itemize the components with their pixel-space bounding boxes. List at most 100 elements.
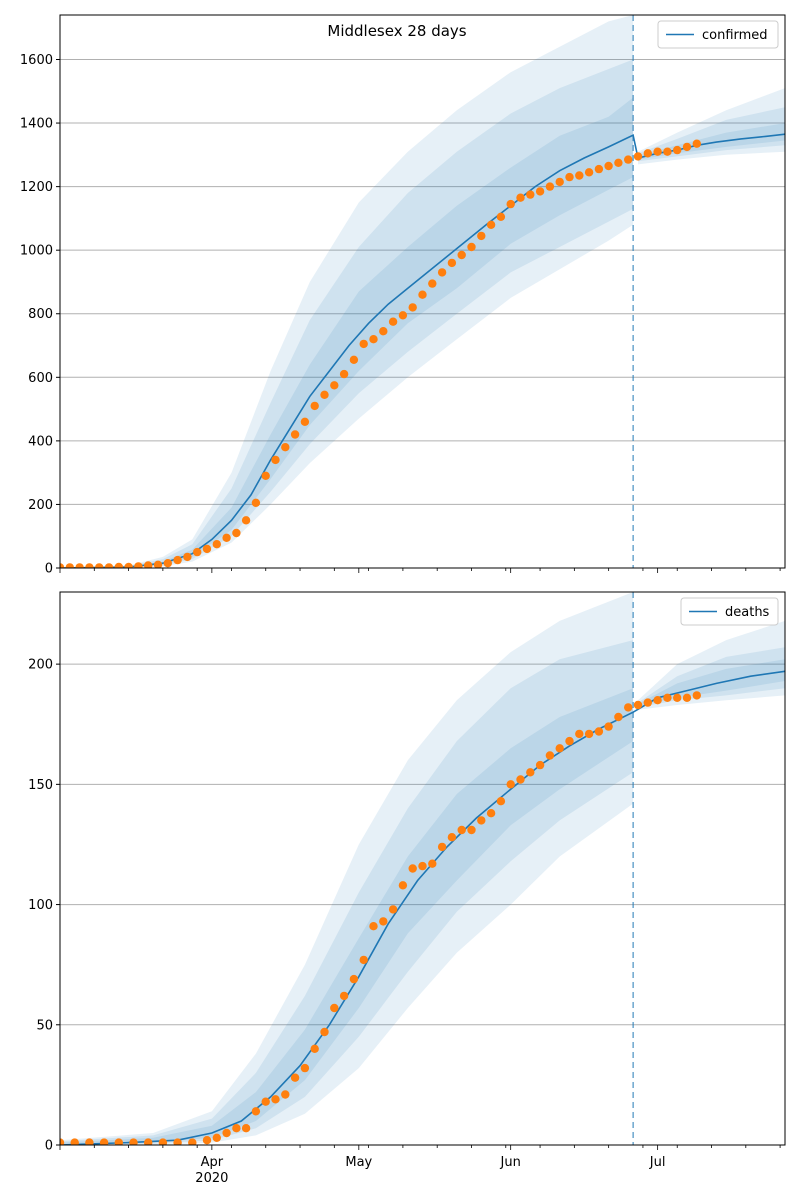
observed-point (188, 1138, 197, 1145)
observed-point (369, 922, 378, 931)
observed-point (447, 833, 457, 842)
observed-point (183, 552, 192, 562)
observed-point (398, 311, 408, 320)
observed-point (565, 736, 574, 746)
observed-point (535, 187, 545, 196)
observed-point (75, 563, 84, 568)
y-tick-label: 0 (45, 1139, 53, 1154)
observed-point (124, 562, 133, 568)
uncertainty-band-middle (60, 59, 634, 568)
observed-point (486, 220, 496, 229)
observed-point (663, 693, 672, 702)
observed-point (212, 540, 221, 549)
y-tick-label: 100 (28, 898, 53, 913)
y-tick-label: 200 (28, 658, 53, 673)
y-tick-label: 1600 (20, 53, 53, 68)
observed-point (300, 1063, 310, 1073)
observed-point (144, 1138, 153, 1145)
x-tick-label: Jul (649, 1155, 666, 1170)
observed-point (388, 317, 398, 326)
uncertainty-band-inner (60, 688, 634, 1145)
uncertainty-band-inner (60, 97, 634, 568)
observed-point (682, 693, 692, 702)
observed-point (584, 729, 594, 739)
observed-point (604, 161, 613, 171)
observed-point (114, 562, 123, 568)
observed-point (624, 155, 633, 164)
observed-point (594, 164, 604, 174)
observed-point (251, 498, 261, 507)
observed-point (682, 142, 692, 152)
axes-frame (59, 591, 786, 1146)
x-tick-label: May (345, 1155, 372, 1170)
observed-point (692, 691, 701, 700)
observed-point (232, 1124, 241, 1133)
observed-point (477, 816, 486, 825)
uncertainty-band-outer (638, 88, 785, 165)
observed-point (320, 390, 329, 399)
y-tick-label: 400 (28, 434, 53, 449)
observed-point (388, 905, 398, 914)
observed-point (271, 1095, 280, 1104)
observed-point (310, 1044, 319, 1054)
observed-point (447, 258, 457, 268)
observed-point (663, 147, 672, 156)
observed-point (643, 149, 652, 158)
y-tick-label: 1400 (20, 117, 53, 132)
observed-point (241, 516, 251, 525)
uncertainty-band-outer (60, 592, 634, 1145)
legend-label: deaths (725, 605, 770, 620)
observed-point (349, 355, 359, 364)
observed-point (330, 381, 339, 390)
observed-point (60, 563, 65, 568)
observed-point (467, 242, 476, 252)
observed-point (163, 559, 172, 568)
observed-point (129, 1138, 138, 1145)
x-tick-label: Jun (500, 1155, 521, 1170)
observed-point (496, 797, 506, 806)
observed-point (104, 563, 114, 568)
observed-point (153, 560, 163, 568)
observed-point (496, 212, 506, 221)
observed-point (241, 1124, 251, 1133)
y-tick-label: 1200 (20, 180, 53, 195)
observed-point (584, 168, 594, 177)
observed-point (85, 563, 94, 568)
observed-point (575, 171, 584, 180)
y-tick-label: 200 (28, 498, 53, 513)
axes-frame (59, 14, 786, 569)
observed-point (516, 193, 525, 202)
observed-point (193, 547, 202, 557)
observed-point (408, 864, 417, 873)
observed-point (158, 1138, 168, 1145)
uncertainty-band-outer (60, 15, 634, 568)
observed-point (653, 147, 662, 156)
observed-point (339, 369, 349, 379)
observed-point (477, 231, 486, 241)
observed-point (555, 177, 564, 187)
confirmed-panel: 0 200 400 600 800 1000 1200 1400 1600 confirmed (20, 14, 786, 577)
observed-point (261, 1097, 270, 1106)
observed-point (173, 555, 182, 565)
observed-point (565, 172, 574, 182)
observed-point (173, 1138, 182, 1145)
observed-point (486, 809, 496, 818)
observed-point (545, 182, 555, 191)
observed-point (692, 139, 701, 148)
figure-title: Middlesex 28 days (327, 22, 466, 40)
observed-point (134, 562, 143, 568)
observed-point (222, 533, 231, 542)
observed-point (506, 199, 515, 209)
observed-point (359, 955, 368, 965)
y-tick-label: 600 (28, 371, 53, 386)
observed-point (379, 327, 388, 336)
y-tick-label: 800 (28, 307, 53, 322)
observed-point (398, 881, 408, 890)
y-tick-label: 150 (28, 778, 53, 793)
y-tick-label: 0 (45, 562, 53, 577)
observed-point (594, 727, 604, 736)
observed-point (300, 417, 310, 426)
observed-point (633, 152, 643, 161)
observed-point (428, 279, 437, 288)
observed-point (330, 1003, 339, 1013)
